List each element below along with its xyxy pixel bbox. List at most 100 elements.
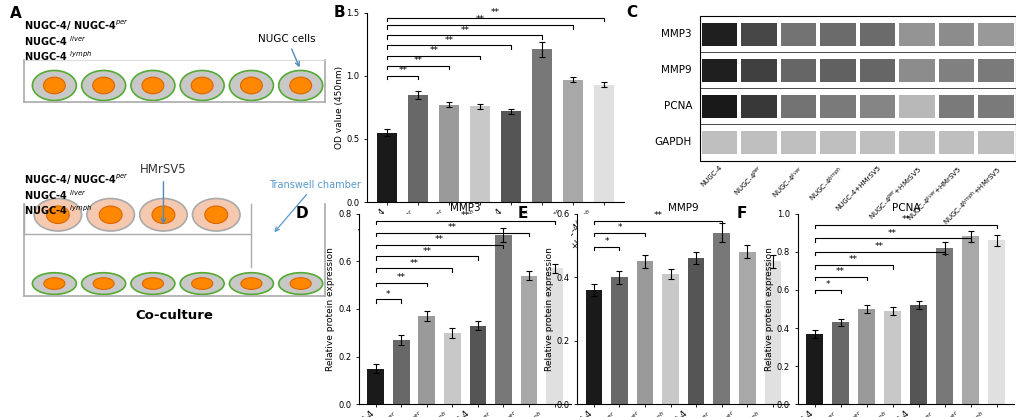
Bar <box>741 131 776 154</box>
Text: NUGC-4$^{liver}$+HMrSV5: NUGC-4$^{liver}$+HMrSV5 <box>904 164 964 224</box>
Bar <box>408 95 428 202</box>
Bar <box>780 95 815 118</box>
Bar <box>610 277 627 404</box>
Bar <box>859 131 895 154</box>
Text: **: ** <box>460 25 469 35</box>
Bar <box>661 274 679 404</box>
Bar <box>687 258 704 404</box>
Ellipse shape <box>99 206 122 224</box>
Text: **: ** <box>414 56 423 65</box>
Text: Transwell chamber: Transwell chamber <box>269 180 361 231</box>
Ellipse shape <box>87 198 135 231</box>
Text: **: ** <box>429 46 438 55</box>
Text: **: ** <box>422 247 431 256</box>
Bar <box>780 59 815 82</box>
Ellipse shape <box>193 198 239 231</box>
Ellipse shape <box>130 70 174 100</box>
Y-axis label: Relative protein expression: Relative protein expression <box>326 247 335 371</box>
Ellipse shape <box>33 70 76 100</box>
Text: Co-culture: Co-culture <box>135 309 213 322</box>
Bar <box>701 23 737 46</box>
Bar <box>470 106 490 202</box>
Bar <box>636 261 653 404</box>
Bar <box>367 369 383 404</box>
Bar <box>962 236 978 404</box>
Ellipse shape <box>44 77 65 94</box>
Y-axis label: OD value (450nm): OD value (450nm) <box>334 66 343 149</box>
Ellipse shape <box>93 278 114 289</box>
Text: **: ** <box>447 223 457 232</box>
Text: NUGC-4+HMrSV5: NUGC-4+HMrSV5 <box>834 164 881 211</box>
Ellipse shape <box>229 70 273 100</box>
Text: NUGC-4$^{per}$: NUGC-4$^{per}$ <box>732 164 765 198</box>
Text: NUGC-4$^{per}$+HMrSV5: NUGC-4$^{per}$+HMrSV5 <box>866 164 923 222</box>
Text: NUGC-4$^{liver}$: NUGC-4$^{liver}$ <box>769 164 806 201</box>
Text: *: * <box>824 280 829 289</box>
Text: **: ** <box>398 66 407 75</box>
Bar <box>819 23 855 46</box>
Text: F: F <box>737 206 747 221</box>
Bar <box>439 105 459 202</box>
Text: HMrSV5: HMrSV5 <box>140 163 186 223</box>
Bar <box>937 131 973 154</box>
Text: NUGC-4/ NUGC-4$^{per}$: NUGC-4/ NUGC-4$^{per}$ <box>24 19 129 33</box>
Text: NUGC-4: NUGC-4 <box>699 164 723 188</box>
Bar <box>832 322 848 404</box>
Ellipse shape <box>278 273 322 294</box>
Ellipse shape <box>240 278 262 289</box>
Bar <box>593 85 613 202</box>
Text: NUGC-4 $^{lymph}$: NUGC-4 $^{lymph}$ <box>24 203 93 217</box>
Text: **: ** <box>491 8 499 17</box>
Bar <box>699 16 1015 161</box>
Bar <box>741 59 776 82</box>
Bar <box>987 240 1005 404</box>
Bar <box>937 59 973 82</box>
Ellipse shape <box>229 273 273 294</box>
Ellipse shape <box>47 206 69 224</box>
Bar <box>443 333 461 404</box>
Bar <box>764 261 781 404</box>
Text: *: * <box>616 223 622 232</box>
Bar <box>859 23 895 46</box>
Text: **: ** <box>888 229 897 238</box>
Bar <box>899 131 934 154</box>
Bar <box>780 131 815 154</box>
Bar <box>899 95 934 118</box>
Y-axis label: Relative protein expression: Relative protein expression <box>544 247 553 371</box>
Bar <box>977 59 1013 82</box>
Text: MMP3: MMP3 <box>660 29 691 39</box>
Bar <box>521 276 537 404</box>
Ellipse shape <box>180 70 224 100</box>
Bar <box>899 59 934 82</box>
Bar <box>819 59 855 82</box>
Y-axis label: Relative protein expression: Relative protein expression <box>764 247 773 371</box>
Bar <box>937 23 973 46</box>
Bar <box>883 311 901 404</box>
Bar <box>819 131 855 154</box>
Ellipse shape <box>205 206 227 224</box>
Text: **: ** <box>475 15 484 25</box>
Text: **: ** <box>901 215 909 224</box>
Title: PCNA: PCNA <box>891 203 919 213</box>
Bar <box>741 23 776 46</box>
Title: MMP9: MMP9 <box>667 203 698 213</box>
Title: MMP3: MMP3 <box>449 203 480 213</box>
Bar <box>935 248 953 404</box>
Ellipse shape <box>240 77 262 94</box>
Bar <box>494 235 512 404</box>
Bar <box>585 290 601 404</box>
Bar <box>741 95 776 118</box>
Bar <box>739 252 755 404</box>
Ellipse shape <box>289 77 311 94</box>
Ellipse shape <box>82 273 125 294</box>
Bar <box>859 59 895 82</box>
Text: **: ** <box>849 255 857 264</box>
Text: PCNA: PCNA <box>663 101 691 111</box>
Ellipse shape <box>192 77 213 94</box>
Ellipse shape <box>143 278 163 289</box>
Ellipse shape <box>289 278 311 289</box>
Bar <box>859 95 895 118</box>
Ellipse shape <box>34 198 82 231</box>
Text: **: ** <box>444 35 453 45</box>
Ellipse shape <box>33 273 76 294</box>
